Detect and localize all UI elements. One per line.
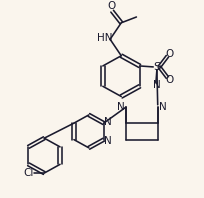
Text: N: N [153, 80, 161, 90]
Text: N: N [104, 136, 112, 146]
Text: Cl: Cl [24, 168, 34, 178]
Text: N: N [159, 102, 167, 112]
Text: N: N [117, 102, 125, 112]
Text: O: O [165, 49, 174, 59]
Text: HN: HN [97, 33, 112, 43]
Text: N: N [104, 117, 112, 127]
Text: O: O [107, 1, 115, 11]
Text: S: S [153, 62, 161, 72]
Text: O: O [165, 74, 174, 85]
